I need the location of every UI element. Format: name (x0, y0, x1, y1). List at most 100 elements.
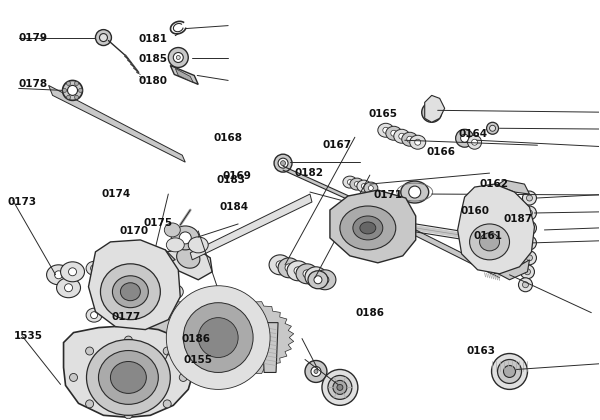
Circle shape (526, 195, 532, 201)
Ellipse shape (378, 123, 394, 137)
Circle shape (62, 80, 83, 100)
Polygon shape (158, 250, 175, 262)
Text: 0182: 0182 (294, 168, 323, 178)
Ellipse shape (269, 255, 291, 275)
Polygon shape (190, 194, 312, 260)
Ellipse shape (308, 271, 328, 289)
Ellipse shape (112, 276, 148, 308)
Ellipse shape (360, 222, 376, 234)
Ellipse shape (98, 351, 158, 404)
Ellipse shape (136, 247, 152, 261)
Ellipse shape (166, 238, 184, 252)
Circle shape (490, 125, 496, 131)
Ellipse shape (401, 181, 429, 203)
Text: 0179: 0179 (19, 33, 47, 43)
Polygon shape (175, 68, 193, 82)
Circle shape (322, 370, 358, 405)
Text: 0175: 0175 (143, 218, 172, 228)
Text: 0170: 0170 (119, 226, 148, 236)
Text: 0162: 0162 (479, 179, 509, 189)
Circle shape (163, 347, 171, 355)
Circle shape (314, 275, 317, 278)
Ellipse shape (402, 132, 418, 146)
Text: 0165: 0165 (369, 109, 398, 119)
Text: 0164: 0164 (458, 129, 488, 139)
Ellipse shape (56, 278, 80, 298)
Text: 0186: 0186 (181, 334, 211, 344)
Circle shape (409, 186, 421, 198)
Circle shape (287, 266, 290, 269)
Circle shape (68, 85, 77, 95)
Circle shape (415, 139, 421, 145)
Circle shape (314, 276, 322, 284)
Circle shape (68, 268, 77, 276)
Ellipse shape (167, 285, 183, 299)
Circle shape (526, 240, 532, 246)
Circle shape (523, 282, 529, 288)
Ellipse shape (86, 340, 170, 415)
Circle shape (281, 161, 286, 165)
Circle shape (321, 276, 329, 284)
Circle shape (67, 95, 71, 99)
Ellipse shape (455, 129, 473, 147)
Ellipse shape (86, 308, 102, 322)
Text: 0167: 0167 (323, 140, 352, 150)
Circle shape (523, 221, 536, 235)
Circle shape (305, 272, 308, 275)
Polygon shape (425, 95, 445, 122)
Circle shape (74, 81, 79, 86)
Ellipse shape (121, 283, 140, 301)
Ellipse shape (357, 180, 371, 192)
Text: 0178: 0178 (19, 79, 48, 89)
Text: 0187: 0187 (503, 214, 533, 224)
Circle shape (523, 236, 536, 250)
Circle shape (311, 367, 321, 376)
Circle shape (172, 288, 179, 295)
Circle shape (526, 210, 532, 216)
Circle shape (67, 81, 71, 86)
Ellipse shape (169, 47, 188, 68)
Text: 0163: 0163 (466, 346, 496, 357)
Circle shape (294, 267, 302, 275)
Ellipse shape (353, 216, 383, 240)
Circle shape (278, 158, 288, 168)
Circle shape (124, 411, 133, 419)
Ellipse shape (110, 362, 146, 394)
Ellipse shape (479, 233, 500, 251)
Polygon shape (49, 85, 185, 162)
Circle shape (368, 186, 373, 191)
Ellipse shape (340, 206, 396, 250)
Circle shape (518, 278, 532, 292)
Circle shape (62, 88, 67, 92)
Circle shape (337, 384, 343, 391)
Circle shape (303, 270, 311, 278)
Circle shape (355, 181, 359, 186)
Ellipse shape (343, 176, 357, 188)
Ellipse shape (86, 261, 102, 275)
Circle shape (91, 312, 98, 319)
Circle shape (472, 139, 478, 145)
Circle shape (312, 273, 320, 281)
Circle shape (95, 29, 112, 45)
Ellipse shape (278, 258, 300, 278)
Circle shape (347, 180, 352, 184)
Circle shape (491, 354, 527, 389)
Circle shape (70, 373, 77, 381)
Ellipse shape (188, 237, 208, 253)
Circle shape (296, 269, 299, 272)
Ellipse shape (350, 178, 364, 190)
Text: 0173: 0173 (8, 197, 37, 207)
Circle shape (179, 373, 187, 381)
Polygon shape (143, 294, 294, 381)
Ellipse shape (171, 226, 199, 250)
Polygon shape (166, 248, 212, 280)
Circle shape (79, 88, 83, 92)
Circle shape (399, 133, 405, 139)
Circle shape (198, 318, 238, 357)
Text: 0177: 0177 (112, 312, 140, 322)
Circle shape (526, 255, 532, 261)
Circle shape (183, 303, 253, 373)
Text: 0169: 0169 (222, 171, 251, 181)
Text: 0166: 0166 (427, 147, 456, 157)
Circle shape (173, 52, 183, 63)
